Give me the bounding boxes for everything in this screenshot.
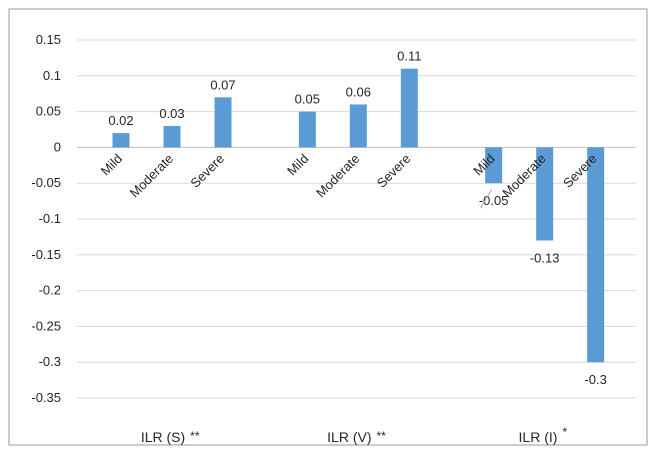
data-label: 0.03 (159, 106, 184, 121)
y-tick-label: -0.15 (31, 247, 61, 262)
y-tick-label: -0.35 (31, 390, 61, 405)
y-tick-label: -0.2 (39, 283, 61, 298)
bar (587, 147, 605, 363)
y-tick-label: 0.15 (36, 32, 61, 47)
bar (485, 147, 503, 184)
data-label: 0.11 (397, 49, 421, 64)
group-labels: ILR (S) ** ILR (V) ** ILR (I) * (141, 425, 568, 445)
y-tick-label: 0 (54, 139, 61, 154)
y-tick-label: 0.05 (36, 104, 61, 119)
leader-line (480, 188, 493, 209)
group-label-main: ILR (V) (327, 429, 371, 445)
y-tick-label: 0.1 (43, 68, 61, 83)
data-label: -0.13 (530, 250, 560, 265)
bar (536, 147, 554, 241)
group-label: ILR (I) * (519, 425, 568, 445)
data-label: -0.3 (584, 372, 606, 387)
data-label: 0.07 (210, 77, 235, 92)
y-tick-label: -0.1 (39, 211, 61, 226)
data-label: 0.02 (108, 113, 133, 128)
value-labels: 0.02 0.03 0.07 0.05 0.06 0.11 -0.05 -0.13 -0.3 (108, 49, 607, 388)
significance-mark: ** (377, 429, 387, 443)
group-label: ILR (V) ** (327, 429, 386, 445)
bar (163, 125, 181, 148)
bar (214, 97, 232, 148)
data-label: 0.05 (295, 92, 320, 107)
significance-mark: * (562, 425, 567, 439)
significance-mark: ** (190, 429, 200, 443)
data-label: -0.05 (479, 193, 509, 208)
y-tick-label: -0.05 (31, 175, 61, 190)
group-label-main: ILR (S) (141, 429, 185, 445)
bar (349, 104, 367, 148)
y-tick-label: -0.25 (31, 318, 61, 333)
y-axis-ticks: 0.15 0.1 0.05 0 -0.05 -0.1 -0.15 -0.2 -0.25 -0.3 -… (31, 32, 61, 405)
bar (400, 68, 418, 148)
bar (112, 133, 130, 148)
data-label: 0.06 (346, 84, 371, 99)
bar (298, 111, 316, 148)
group-label-main: ILR (I) (519, 429, 558, 445)
bars (112, 68, 605, 363)
group-label: ILR (S) ** (141, 429, 200, 445)
y-tick-label: -0.3 (39, 354, 61, 369)
